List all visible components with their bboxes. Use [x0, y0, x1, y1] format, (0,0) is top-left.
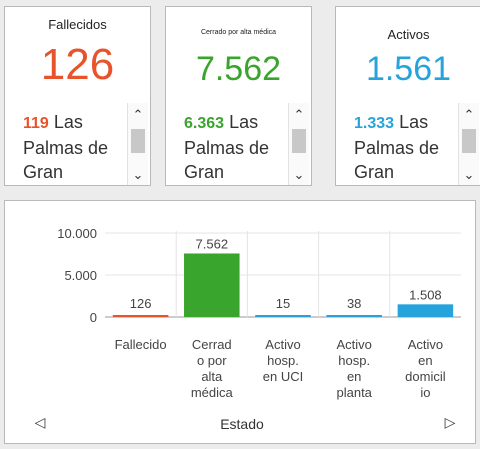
- scroll-up-icon[interactable]: ⌃: [293, 107, 305, 122]
- prev-page-icon[interactable]: ◁: [34, 414, 46, 430]
- card-number: 7.562: [195, 50, 282, 88]
- y-tick-label: 0: [90, 310, 97, 325]
- bar: [326, 315, 382, 317]
- card-list: 6.363 Las Palmas de Gran Canaria: [184, 110, 292, 185]
- card-scrollbar[interactable]: ⌃ ⌄: [127, 103, 148, 185]
- scroll-down-icon[interactable]: ⌄: [463, 167, 475, 182]
- scroll-down-icon[interactable]: ⌄: [293, 167, 305, 182]
- list-item-label: Las Palmas de Gran Canaria: [23, 112, 109, 182]
- scroll-thumb[interactable]: [292, 129, 306, 153]
- list-item-label: Las Palmas de Gran Canaria: [184, 112, 270, 182]
- data-label: 126: [130, 296, 152, 311]
- chart-footer: ◁ Estado ▷: [18, 404, 466, 444]
- card-scrollbar[interactable]: ⌃ ⌄: [288, 103, 309, 185]
- list-item-label: Las Palmas de Gran Canaria: [354, 112, 440, 182]
- chart-panel: 0 5.000 10.000 126 Fallecido 7.562 Cerrad o por…: [4, 200, 476, 444]
- card-list: 1.333 Las Palmas de Gran Canaria: [354, 110, 462, 185]
- x-axis-title: Estado: [220, 416, 264, 432]
- y-tick-label: 10.000: [57, 226, 97, 241]
- x-tick-label: Activo hosp. en planta: [336, 337, 372, 400]
- x-tick-label: Fallecido: [115, 337, 167, 352]
- data-label: 7.562: [196, 236, 229, 251]
- scroll-thumb[interactable]: [131, 129, 145, 153]
- x-tick-label: Activo en domicil io: [405, 337, 446, 400]
- list-item-value: 6.363: [184, 115, 225, 132]
- card-scrollbar[interactable]: ⌃ ⌄: [458, 103, 479, 185]
- list-item-value: 1.333: [354, 115, 395, 132]
- list-item-value: 119: [23, 115, 49, 132]
- x-tick-label: Activo hosp. en UCI: [263, 337, 303, 384]
- x-tick-label: Cerrad o por alta médica: [191, 337, 234, 400]
- card-list: 119 Las Palmas de Gran Canaria: [23, 110, 131, 185]
- card-activos: Activos 1.561 1.333 Las Palmas de Gran C…: [335, 6, 480, 186]
- data-label: 1.508: [409, 287, 442, 302]
- bar: [255, 315, 311, 317]
- scroll-up-icon[interactable]: ⌃: [132, 107, 144, 122]
- card-cerrado: Cerrado por alta médica 7.562 6.363 Las …: [165, 6, 312, 186]
- bar: [397, 304, 454, 317]
- scroll-thumb[interactable]: [462, 129, 476, 153]
- scroll-down-icon[interactable]: ⌄: [132, 167, 144, 182]
- bar-chart: 0 5.000 10.000 126 Fallecido 7.562 Cerrad o por…: [57, 226, 461, 400]
- data-label: 38: [347, 296, 361, 311]
- card-number: 1.561: [365, 50, 452, 88]
- card-title: Cerrado por alta médica: [200, 29, 277, 36]
- data-label: 15: [276, 296, 290, 311]
- card-number: 126: [40, 40, 115, 89]
- next-page-icon[interactable]: ▷: [444, 414, 456, 430]
- card-title: Activos: [387, 27, 430, 42]
- y-tick-label: 5.000: [64, 268, 97, 283]
- bar: [112, 315, 169, 317]
- card-fallecidos: Fallecidos 126 119 Las Palmas de Gran Ca…: [4, 6, 151, 186]
- card-title: Fallecidos: [48, 17, 107, 32]
- bar: [184, 253, 240, 317]
- scroll-up-icon[interactable]: ⌃: [463, 107, 475, 122]
